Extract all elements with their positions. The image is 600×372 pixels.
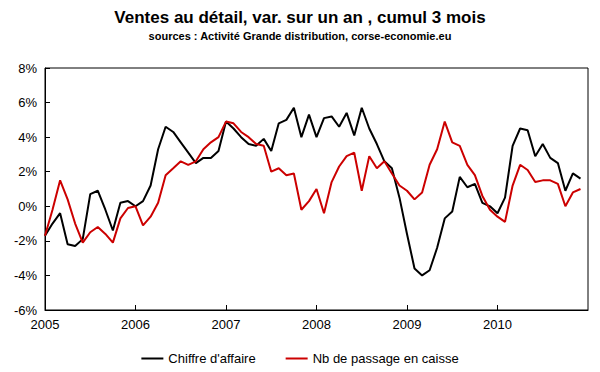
- svg-text:2005: 2005: [31, 317, 60, 332]
- svg-text:0%: 0%: [18, 199, 37, 214]
- svg-text:4%: 4%: [18, 130, 37, 145]
- svg-text:2009: 2009: [393, 317, 422, 332]
- svg-text:Ventes au détail, var. sur un: Ventes au détail, var. sur un an , cumul…: [114, 8, 485, 27]
- svg-text:-6%: -6%: [14, 303, 38, 318]
- svg-text:2006: 2006: [121, 317, 150, 332]
- svg-text:-4%: -4%: [14, 268, 38, 283]
- svg-text:Nb de passage en caisse: Nb de passage en caisse: [313, 351, 459, 366]
- svg-text:Chiffre d'affaire: Chiffre d'affaire: [168, 351, 255, 366]
- svg-text:6%: 6%: [18, 95, 37, 110]
- svg-text:8%: 8%: [18, 61, 37, 76]
- svg-text:2008: 2008: [302, 317, 331, 332]
- svg-text:2%: 2%: [18, 164, 37, 179]
- svg-text:-2%: -2%: [14, 233, 38, 248]
- svg-text:2007: 2007: [212, 317, 241, 332]
- svg-text:2010: 2010: [483, 317, 512, 332]
- svg-text:sources : Activité Grande dist: sources : Activité Grande distribution, …: [149, 30, 452, 42]
